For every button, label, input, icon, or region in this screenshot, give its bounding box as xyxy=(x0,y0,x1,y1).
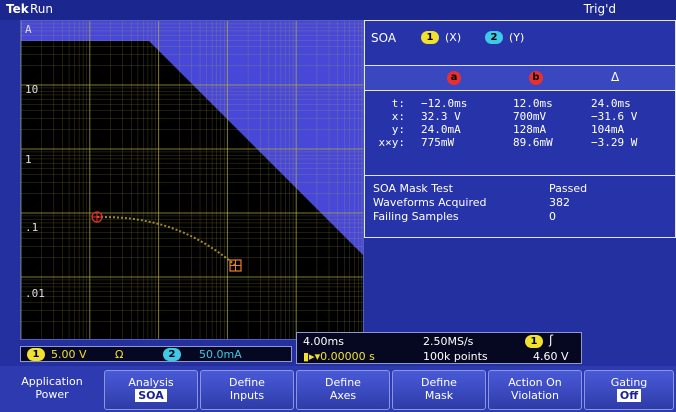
ch2-scale: 50.0mA xyxy=(199,348,242,361)
cursor-b-value: 12.0ms xyxy=(513,97,553,110)
cursor-a-value: −12.0ms xyxy=(421,97,468,110)
row-label: x×y: xyxy=(378,136,406,149)
softkey-value: SOA xyxy=(135,389,167,402)
y-axis-label-0-01: .01 xyxy=(25,287,45,300)
cursor-a-value: 775mW xyxy=(421,136,455,149)
y-axis-label-a: A xyxy=(25,23,32,36)
delta-icon: Δ xyxy=(611,70,620,84)
delta-value: 104mA xyxy=(591,123,625,136)
softkey-label: Application xyxy=(21,375,83,388)
softkey-define-axes[interactable]: Define Axes xyxy=(296,370,390,410)
delta-value: −31.6 V xyxy=(591,110,638,123)
trigger-level: 4.60 V xyxy=(533,350,569,363)
softkey-gating[interactable]: Gating Off xyxy=(584,370,674,410)
y-axis-label-10: 10 xyxy=(25,83,39,96)
mask-value: 0 xyxy=(549,210,556,223)
table-row: x: 32.3 V 700mV −31.6 V xyxy=(365,110,675,123)
measurement-table: t: −12.0ms 12.0ms 24.0ms x: 32.3 V 700mV… xyxy=(365,91,675,171)
cursor-b-icon: b xyxy=(529,71,543,85)
softkey-value: Inputs xyxy=(229,389,265,402)
brand-logo: Tek xyxy=(6,2,29,16)
ch2-badge: 2 xyxy=(163,348,181,361)
panel-header: SOA 1 (X) 2 (Y) xyxy=(365,21,675,65)
delta-value: 24.0ms xyxy=(591,97,631,110)
y-axis-label-1: 1 xyxy=(25,153,32,166)
safe-operating-area xyxy=(21,41,363,339)
time-per-div: 4.00ms xyxy=(303,335,344,348)
softkey-analysis[interactable]: Analysis SOA xyxy=(104,370,198,410)
trigger-state: Trig'd xyxy=(583,2,616,16)
horizontal-position: ▮▸▾0.00000 s xyxy=(303,350,375,363)
trigger-channel-badge: 1 xyxy=(525,335,543,348)
softkey-value: Off xyxy=(616,389,642,402)
mask-label: Waveforms Acquired xyxy=(373,196,487,209)
softkey-label: Define xyxy=(421,376,457,389)
y-axis-label-0-1: .1 xyxy=(25,221,39,234)
delta-value: −3.29 W xyxy=(591,136,638,149)
ch1-badge: 1 xyxy=(27,348,45,361)
y-axis-assignment: (Y) xyxy=(509,31,525,44)
cursor-a-value: 24.0mA xyxy=(421,123,461,136)
soa-plot[interactable]: A 10 1 .1 .01 xyxy=(20,20,364,340)
softkey-label: Define xyxy=(325,376,361,389)
mask-label: Failing Samples xyxy=(373,210,459,223)
mask-value: Passed xyxy=(549,182,588,195)
softkey-application-power[interactable]: Application Power xyxy=(2,370,102,410)
x-axis-assignment: (X) xyxy=(445,31,462,44)
mask-value: 382 xyxy=(549,196,570,209)
softkey-value: Axes xyxy=(329,389,357,402)
rising-edge-icon: ʃ xyxy=(549,333,554,347)
timebase-readout[interactable]: 4.00ms 2.50MS/s ▮▸▾0.00000 s 100k points… xyxy=(296,332,582,364)
table-row: t: −12.0ms 12.0ms 24.0ms xyxy=(365,97,675,110)
mask-label: SOA Mask Test xyxy=(373,182,453,195)
cursor-header: a b Δ xyxy=(365,65,675,91)
cursor-b-value: 700mV xyxy=(513,110,547,123)
row-label: y: xyxy=(391,123,405,136)
cursor-a-icon: a xyxy=(447,71,461,85)
softkey-bar: Application Power Analysis SOA Define In… xyxy=(0,366,676,412)
soa-readout-panel: SOA 1 (X) 2 (Y) a b Δ t: −12.0ms 12.0ms … xyxy=(364,20,676,238)
softkey-label: Analysis xyxy=(128,376,174,389)
mask-test-results: SOA Mask Test Passed Waveforms Acquired … xyxy=(365,175,675,239)
y-channel-badge: 2 xyxy=(485,31,503,44)
softkey-action-on-violation[interactable]: Action On Violation xyxy=(488,370,582,410)
row-label: t: xyxy=(391,97,405,110)
softkey-label: Action On xyxy=(508,376,562,389)
record-length: 100k points xyxy=(423,350,488,363)
softkey-define-inputs[interactable]: Define Inputs xyxy=(200,370,294,410)
ch1-scale: 5.00 V xyxy=(51,348,87,361)
ch1-impedance-icon: Ω xyxy=(115,348,124,361)
table-row: x×y: 775mW 89.6mW −3.29 W xyxy=(365,136,675,149)
channel-scale-bar[interactable]: 1 5.00 V Ω 2 50.0mA xyxy=(20,346,292,362)
panel-title: SOA xyxy=(371,31,397,45)
cursor-a-value: 32.3 V xyxy=(421,110,461,123)
x-channel-badge: 1 xyxy=(421,31,439,44)
row-label: x: xyxy=(391,110,405,123)
cursor-b-value: 128mA xyxy=(513,123,547,136)
soa-plot-svg xyxy=(21,21,363,339)
softkey-value: Power xyxy=(35,388,69,401)
softkey-define-mask[interactable]: Define Mask xyxy=(392,370,486,410)
softkey-label: Define xyxy=(229,376,265,389)
softkey-value: Mask xyxy=(424,389,454,402)
cursor-b-value: 89.6mW xyxy=(513,136,553,149)
acquisition-state: Run xyxy=(30,2,54,16)
table-row: y: 24.0mA 128mA 104mA xyxy=(365,123,675,136)
sample-rate: 2.50MS/s xyxy=(423,335,474,348)
softkey-value: Violation xyxy=(511,389,559,402)
softkey-label: Gating xyxy=(610,376,648,389)
soa-trace xyxy=(97,216,236,266)
status-bar: Tek Run Trig'd xyxy=(0,0,676,20)
